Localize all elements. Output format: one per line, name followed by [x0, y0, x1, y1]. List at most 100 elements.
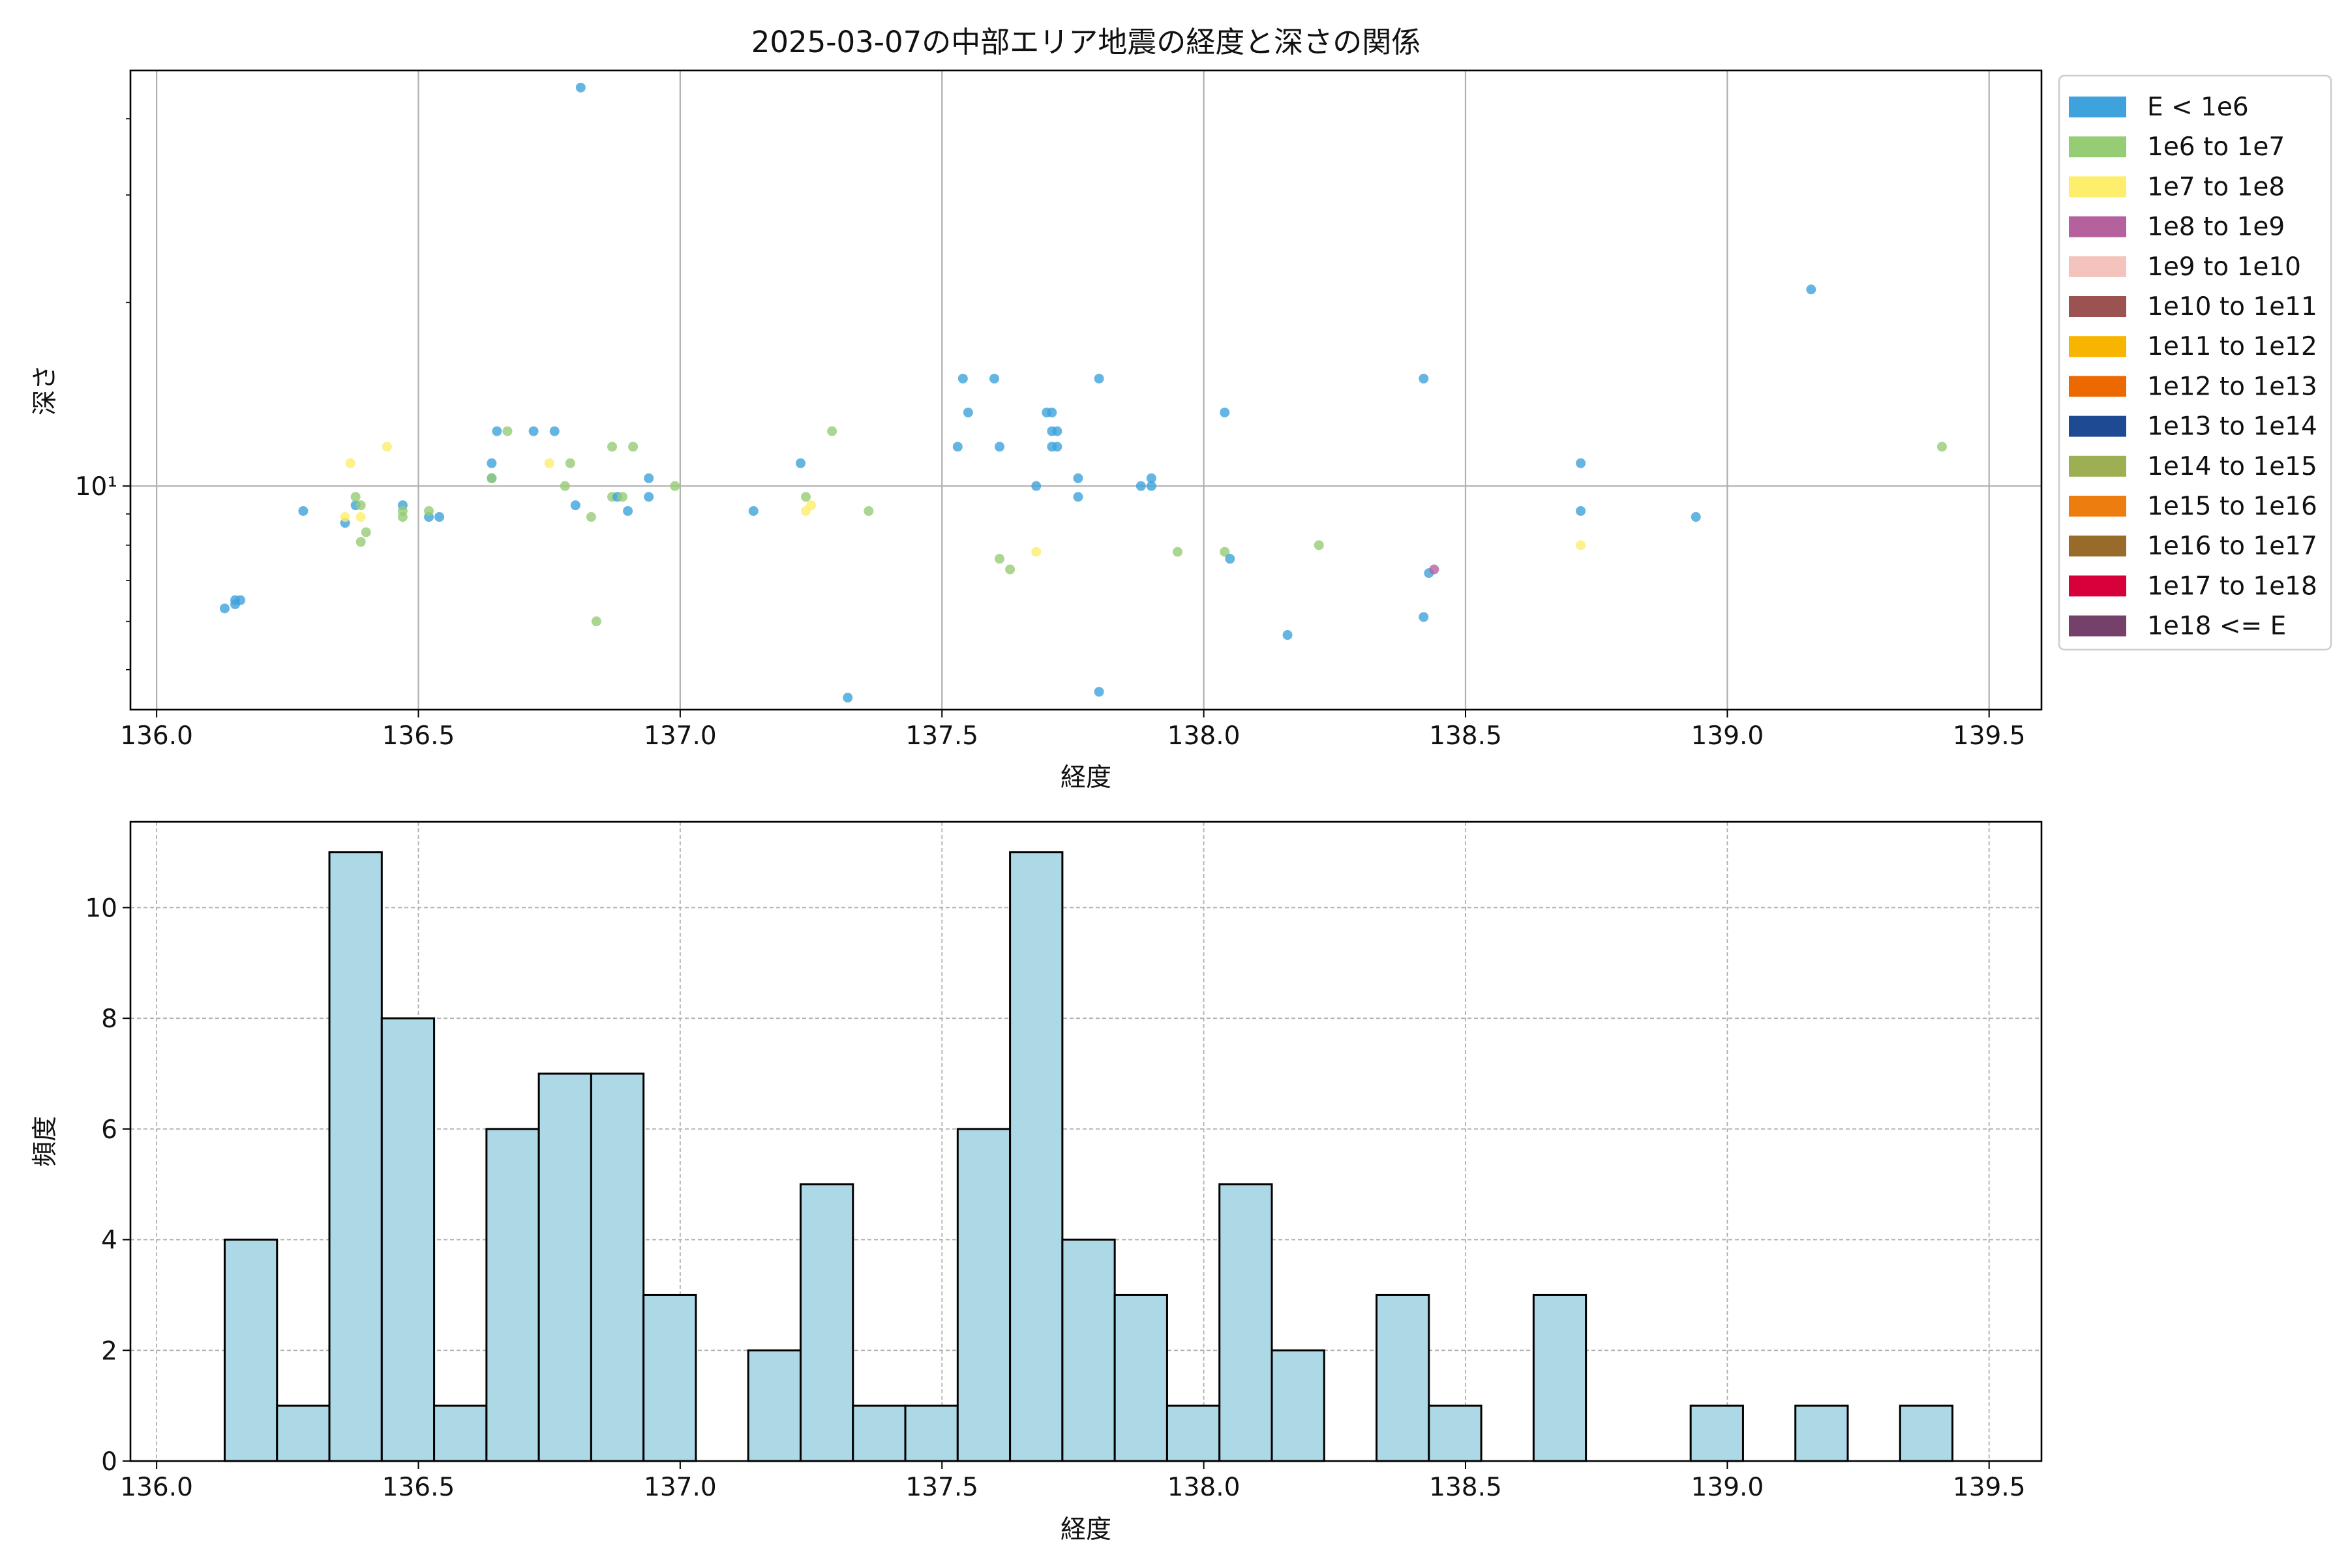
scatter-point: [1220, 407, 1230, 417]
histogram-y-tick-label: 10: [85, 894, 117, 924]
scatter-point: [1806, 284, 1816, 295]
scatter-point: [586, 512, 596, 522]
scatter-points: [219, 82, 1947, 703]
scatter-point: [1419, 373, 1429, 384]
scatter-point: [618, 492, 628, 502]
scatter-point: [528, 426, 539, 436]
histogram-bar: [1689, 1404, 1744, 1462]
histogram-y-tick-label: 4: [101, 1226, 117, 1256]
scatter-point: [350, 492, 361, 502]
histogram-x-tick-label: 138.0: [1167, 1473, 1241, 1502]
histogram-x-tick-label: 139.0: [1691, 1473, 1764, 1502]
scatter-x-tick-label: 136.0: [120, 721, 193, 751]
legend-swatch: [2069, 296, 2126, 317]
scatter-point: [670, 481, 680, 491]
scatter-point: [1146, 473, 1156, 483]
scatter-point: [1005, 564, 1016, 575]
scatter-point: [487, 473, 497, 483]
scatter-point: [748, 505, 759, 516]
scatter-point: [1419, 612, 1429, 622]
histogram-plot-frame: [129, 821, 2043, 1462]
scatter-point: [544, 458, 554, 468]
legend-label: 1e15 to 1e16: [2147, 492, 2317, 521]
scatter-point: [487, 458, 497, 468]
scatter-point: [1314, 540, 1324, 550]
legend-label: 1e18 <= E: [2147, 612, 2286, 641]
scatter-x-tick-label: 138.5: [1429, 721, 1502, 751]
scatter-point: [1576, 540, 1586, 550]
histogram-bar: [1218, 1183, 1273, 1462]
scatter-x-tick-label: 137.0: [644, 721, 717, 751]
scatter-point: [806, 500, 817, 511]
histogram-y-axis-label: 頻度: [31, 1116, 60, 1167]
scatter-point: [560, 481, 570, 491]
scatter-point: [1073, 473, 1083, 483]
legend-swatch: [2069, 615, 2126, 637]
histogram-bar: [852, 1404, 907, 1462]
scatter-x-tick-label: 136.5: [382, 721, 455, 751]
scatter-point: [1073, 492, 1083, 502]
legend-swatch: [2069, 415, 2126, 437]
scatter-point: [801, 492, 811, 502]
scatter-point: [355, 537, 366, 547]
scatter-point: [1576, 458, 1586, 468]
histogram-bar: [328, 851, 383, 1462]
scatter-point: [1282, 630, 1293, 641]
legend: E < 1e6 1e6 to 1e7 1e7 to 1e8 1e8 to 1e9 1e9…: [2058, 74, 2332, 651]
legend-label: 1e16 to 1e17: [2147, 532, 2317, 561]
scatter-point: [1052, 426, 1062, 436]
histogram-x-tick-label: 139.5: [1953, 1473, 2026, 1502]
legend-label: E < 1e6: [2147, 93, 2249, 122]
scatter-x-tick-label: 137.5: [905, 721, 978, 751]
histogram-bar: [537, 1072, 592, 1462]
histogram-bar: [642, 1293, 697, 1462]
scatter-point: [1429, 564, 1439, 575]
scatter-point: [1225, 554, 1235, 564]
scatter-point: [565, 458, 575, 468]
histogram-bar: [1009, 851, 1064, 1462]
legend-swatch: [2069, 376, 2126, 397]
scatter-point: [298, 505, 309, 516]
legend-swatch: [2069, 136, 2126, 158]
scatter-point: [995, 442, 1005, 452]
scatter-point: [340, 512, 350, 522]
scatter-point: [864, 505, 874, 516]
legend-swatch: [2069, 535, 2126, 557]
scatter-point: [424, 505, 434, 516]
histogram-bar: [590, 1072, 645, 1462]
histogram-bar: [1271, 1349, 1325, 1462]
legend-swatch: [2069, 176, 2126, 198]
histogram-bar: [1899, 1404, 1954, 1462]
scatter-point: [1146, 481, 1156, 491]
legend-label: 1e11 to 1e12: [2147, 332, 2317, 361]
histogram-bar: [747, 1349, 802, 1462]
legend-swatch: [2069, 575, 2126, 597]
scatter-point: [1172, 547, 1182, 557]
legend-swatch: [2069, 336, 2126, 357]
scatter-point: [796, 458, 806, 468]
scatter-y-ticks: 10¹: [75, 118, 130, 671]
scatter-x-ticks: 136.0 136.5 137.0 137.5 138.0 138.5 139.0 139.5: [120, 710, 2026, 751]
scatter-point: [1576, 505, 1586, 516]
scatter-point: [591, 616, 601, 627]
scatter-point: [1136, 481, 1146, 491]
legend-label: 1e17 to 1e18: [2147, 571, 2317, 601]
histogram-bar: [276, 1404, 331, 1462]
scatter-point: [361, 527, 371, 537]
scatter-grid: [130, 70, 2041, 710]
scatter-point: [952, 442, 963, 452]
scatter-point: [827, 426, 837, 436]
scatter-title: 2025-03-07の中部エリア地震の経度と深さの関係: [751, 25, 1421, 59]
histogram-bar: [485, 1128, 540, 1462]
scatter-point: [570, 500, 580, 511]
legend-label: 1e12 to 1e13: [2147, 372, 2317, 401]
histogram-bar: [1113, 1293, 1168, 1462]
histogram-bar: [904, 1404, 959, 1462]
histogram-x-axis-label: 経度: [1061, 1515, 1111, 1545]
histogram-x-tick-label: 137.0: [644, 1473, 717, 1502]
legend-label: 1e8 to 1e9: [2147, 213, 2285, 242]
scatter-point: [644, 473, 654, 483]
histogram-bar: [956, 1128, 1012, 1462]
histogram-bar: [433, 1404, 488, 1462]
